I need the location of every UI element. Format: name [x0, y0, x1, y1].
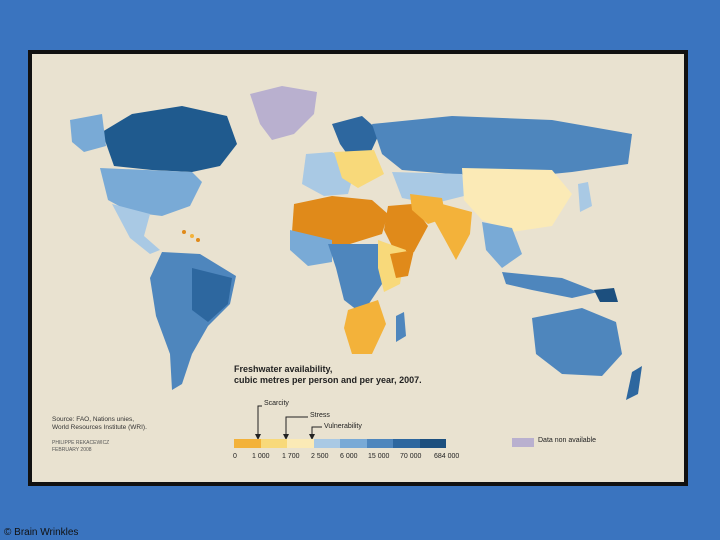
scale-ticks: 0 1 000 1 700 2 500 6 000 15 000 70 000 …: [228, 453, 488, 463]
stress-label: Stress: [310, 412, 330, 419]
legend-title: Freshwater availability, cubic metres pe…: [234, 364, 422, 386]
region-central-europe: [334, 150, 384, 188]
region-north-africa: [292, 196, 388, 246]
stress-arrow-head: [283, 434, 289, 440]
scale-tick: 15 000: [368, 453, 390, 460]
region-russia: [372, 116, 632, 178]
region-china: [462, 168, 572, 232]
world-map: [32, 54, 684, 482]
region-new-guinea: [594, 288, 618, 302]
region-southeast-asia: [482, 222, 522, 268]
region-horn-africa: [390, 250, 414, 278]
stress-arrow: [285, 416, 308, 438]
credit-date: FEBRUARY 2008: [52, 447, 92, 453]
no-data-label: Data non available: [538, 437, 596, 444]
world-map-svg: [70, 86, 642, 400]
scale-tick: 1 700: [282, 453, 300, 460]
scale-swatch: [313, 439, 340, 448]
region-japan: [578, 182, 592, 212]
scarcity-label: Scarcity: [264, 400, 289, 407]
scale-swatch: [393, 439, 420, 448]
map-frame: Freshwater availability, cubic metres pe…: [28, 50, 688, 486]
scale-tick: 1 000: [252, 453, 270, 460]
credit-author: PHILIPPE REKACEWICZ: [52, 440, 110, 446]
color-scale: [234, 439, 446, 448]
region-india: [434, 204, 472, 260]
credit: PHILIPPE REKACEWICZ FEBRUARY 2008: [52, 440, 109, 454]
region-scandinavia: [332, 116, 380, 158]
scale-swatch: [287, 439, 314, 448]
region-brazil: [192, 268, 232, 322]
scale-swatch: [366, 439, 393, 448]
scale-swatch: [340, 439, 367, 448]
legend-title-line2: cubic metres per person and per year, 20…: [234, 375, 422, 385]
region-caribbean-1: [182, 230, 186, 234]
legend-arrows: [255, 405, 322, 440]
region-alaska: [70, 114, 106, 152]
scarcity-arrow-head: [255, 434, 261, 440]
copyright: © Brain Wrinkles: [4, 527, 79, 538]
scale-swatch: [234, 439, 261, 448]
vulnerability-label: Vulnerability: [324, 423, 362, 430]
no-data-swatch: [512, 438, 534, 447]
scale-tick: 2 500: [311, 453, 329, 460]
scarcity-arrow: [257, 405, 262, 438]
source-note: Source: FAO, Nations unies, World Resour…: [52, 416, 192, 432]
scale-tick: 6 000: [340, 453, 358, 460]
scale-tick: 70 000: [400, 453, 422, 460]
legend-title-line1: Freshwater availability,: [234, 364, 333, 374]
region-west-africa: [290, 230, 332, 266]
region-new-zealand: [626, 366, 642, 400]
region-arabia: [384, 204, 428, 252]
region-caribbean-2: [190, 234, 194, 238]
region-australia: [532, 308, 622, 376]
region-canada: [102, 106, 237, 172]
region-southern-africa: [344, 300, 386, 354]
scale-tick: 684 000: [434, 453, 460, 460]
region-usa: [100, 168, 202, 216]
scale-tick: 0: [233, 453, 237, 460]
region-central-africa: [328, 244, 382, 314]
scale-swatch: [419, 439, 446, 448]
region-indonesia: [502, 272, 598, 298]
region-greenland: [250, 86, 317, 140]
source-line1: Source: FAO, Nations unies,: [52, 416, 135, 423]
source-line2: World Resources Institute (WRI).: [52, 424, 147, 431]
region-caribbean-3: [196, 238, 200, 242]
region-mexico: [112, 204, 160, 254]
vulnerability-arrow-head: [309, 434, 315, 440]
region-madagascar: [396, 312, 406, 342]
scale-swatch: [260, 439, 287, 448]
